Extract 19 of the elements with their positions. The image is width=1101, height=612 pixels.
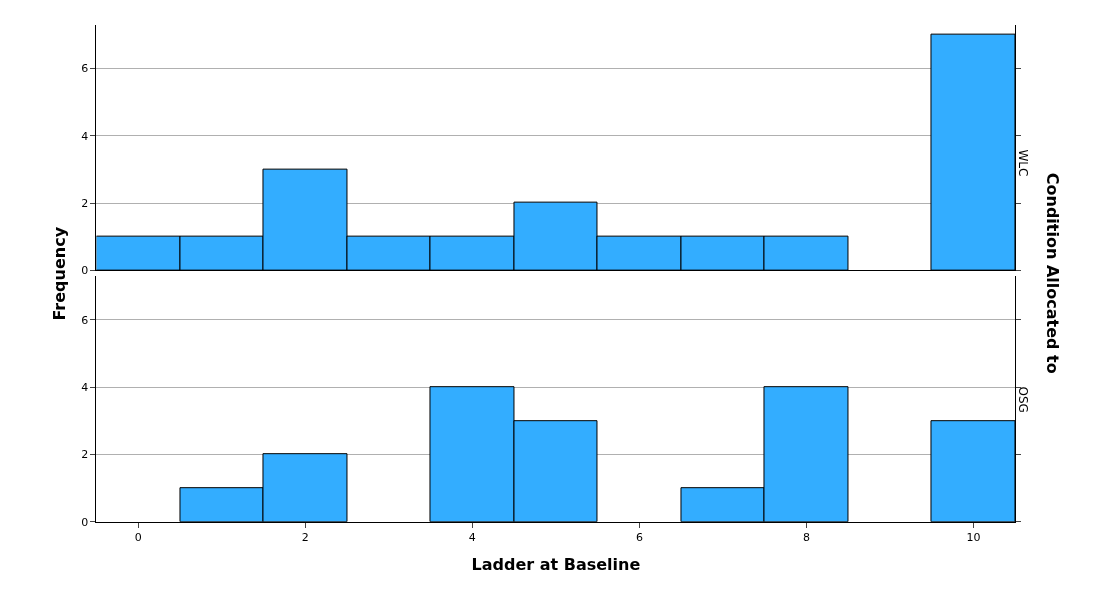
x-tick-label: 8 (803, 531, 810, 545)
y-tick-label: 4 (81, 381, 89, 395)
y-tick-label: 6 (81, 313, 89, 327)
text: WLC (1015, 149, 1030, 177)
x-axis-title: Ladder at Baseline (471, 554, 641, 574)
y-tick-label: 6 (81, 62, 89, 76)
y-tick-label: 2 (81, 196, 89, 210)
y-tick-label: 4 (81, 129, 89, 143)
x-tick-label: 10 (966, 531, 981, 545)
text: OSG (1015, 386, 1030, 413)
y-tick-label: 0 (81, 515, 89, 529)
x-tick-label: 6 (635, 531, 643, 545)
y-tick-label: 2 (81, 448, 89, 462)
x-tick-label: 2 (301, 531, 309, 545)
y-axis-title: Frequency (50, 226, 70, 321)
y-tick-label: 0 (81, 264, 89, 278)
x-tick-label: 0 (134, 531, 142, 545)
y2-axis-title: Condition Allocated to (1042, 172, 1062, 374)
x-tick-label: 4 (468, 531, 476, 545)
